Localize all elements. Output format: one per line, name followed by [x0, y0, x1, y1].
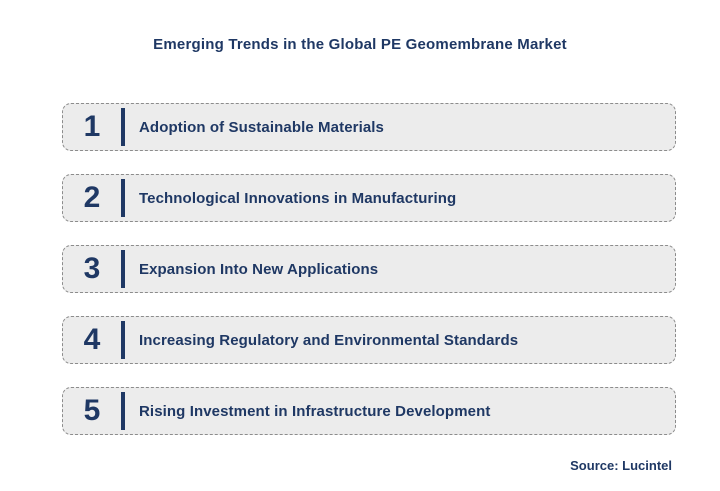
accent-bar	[121, 250, 125, 288]
trend-row-1: 1 Adoption of Sustainable Materials	[62, 103, 676, 151]
page-title: Emerging Trends in the Global PE Geomemb…	[153, 36, 567, 53]
trend-row-3: 3 Expansion Into New Applications	[62, 245, 676, 293]
trend-row-5: 5 Rising Investment in Infrastructure De…	[62, 387, 676, 435]
trend-label: Adoption of Sustainable Materials	[139, 118, 384, 136]
trend-number: 1	[83, 110, 101, 143]
trend-number: 3	[83, 252, 101, 285]
trend-label: Expansion Into New Applications	[139, 260, 379, 278]
accent-bar	[121, 108, 125, 146]
trend-label: Rising Investment in Infrastructure Deve…	[139, 402, 491, 420]
trend-number: 2	[83, 181, 101, 214]
trend-number: 5	[83, 394, 101, 427]
trend-list: 1 Adoption of Sustainable Materials 2 Te…	[62, 103, 676, 435]
trend-label: Increasing Regulatory and Environmental …	[139, 331, 519, 349]
accent-bar	[121, 321, 125, 359]
accent-bar	[121, 179, 125, 217]
trend-number: 4	[83, 323, 101, 356]
source-attribution: Source: Lucintel	[570, 458, 672, 473]
trend-row-4: 4 Increasing Regulatory and Environmenta…	[62, 316, 676, 364]
accent-bar	[121, 392, 125, 430]
trend-label: Technological Innovations in Manufacturi…	[139, 189, 457, 207]
trend-row-2: 2 Technological Innovations in Manufactu…	[62, 174, 676, 222]
